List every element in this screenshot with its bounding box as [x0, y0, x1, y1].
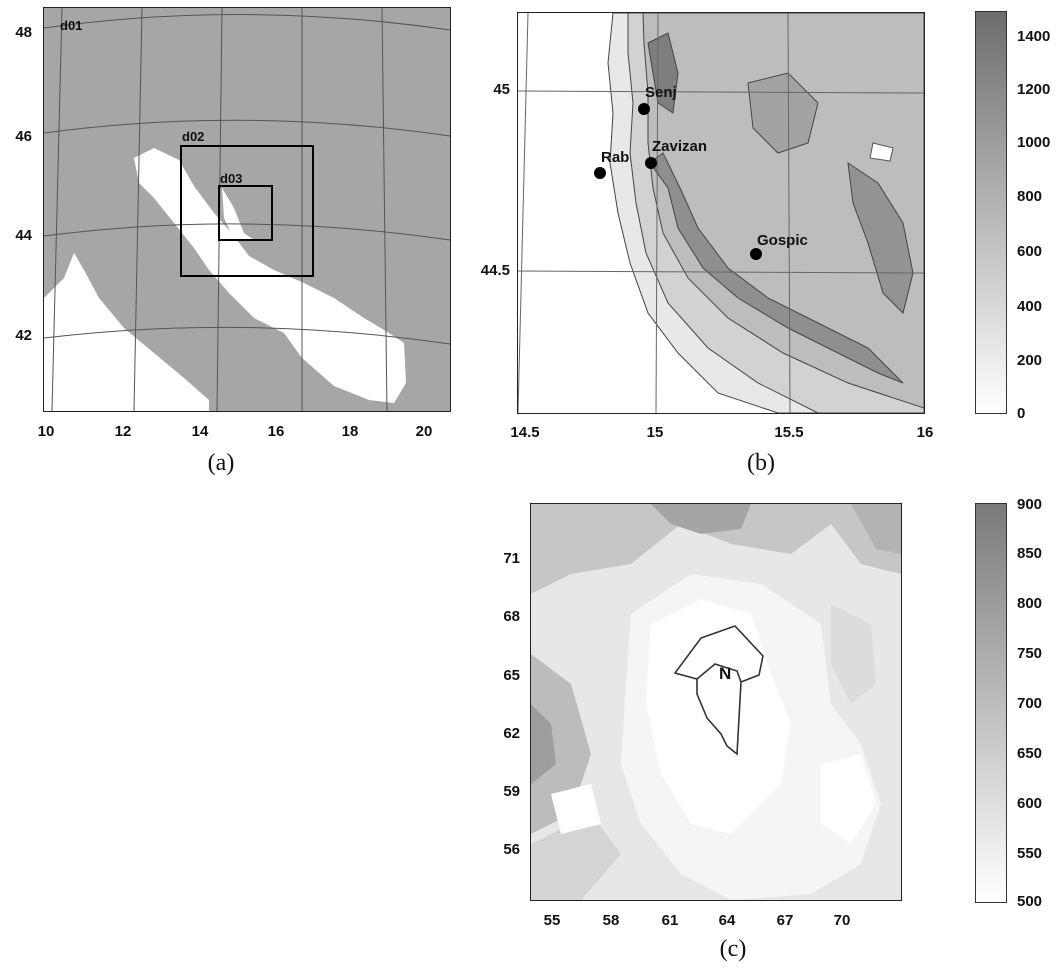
colorbar-c-tick: 850 — [1017, 545, 1043, 562]
caption-c: (c) — [719, 936, 747, 962]
panel-b-xtick: 15.5 — [774, 424, 804, 441]
map-topography-c: N — [530, 503, 902, 901]
city-marker-senj — [638, 103, 650, 115]
panel-b-xtick: 14.5 — [510, 424, 540, 441]
colorbar-b-tick: 1000 — [1017, 134, 1051, 151]
colorbar-c-tick: 500 — [1017, 893, 1043, 910]
contour-peak-west — [531, 704, 556, 784]
region-n-polygon — [673, 625, 764, 756]
colorbar-c-tick: 800 — [1017, 595, 1043, 612]
contour-peak-ne — [851, 504, 901, 554]
label-d02: d02 — [182, 129, 205, 144]
terrain-1000-east — [847, 161, 914, 314]
panel-c-xtick: 55 — [543, 912, 561, 929]
caption-b: (b) — [747, 450, 775, 476]
colorbar-b-tick: 200 — [1017, 352, 1043, 369]
panel-a-xtick: 10 — [37, 423, 55, 440]
panel-a-xtick: 18 — [341, 423, 359, 440]
panel-a-ytick: 46 — [15, 128, 32, 145]
panel-c-xtick: 61 — [661, 912, 679, 929]
panel-c-ytick: 65 — [503, 667, 520, 684]
colorbar-c-tick: 750 — [1017, 645, 1043, 662]
panel-a-xtick: 12 — [114, 423, 132, 440]
white-patch — [869, 142, 894, 162]
terrain-600 — [642, 13, 924, 409]
panel-a-xtick: 14 — [191, 423, 209, 440]
panel-c-xtick: 67 — [776, 912, 794, 929]
city-label-rab: Rab — [601, 149, 630, 166]
panel-a-ytick: 44 — [15, 227, 32, 244]
panel-b-ytick: 44.5 — [480, 262, 510, 279]
contour-lowest-south — [821, 754, 876, 844]
colorbar-c-tick: 650 — [1017, 745, 1043, 762]
panel-c-ytick: 62 — [503, 725, 520, 742]
colorbar-b-tick: 600 — [1017, 243, 1043, 260]
panel-a-ytick: 42 — [15, 327, 32, 344]
label-d03: d03 — [220, 171, 243, 186]
map-a-svg — [44, 8, 450, 411]
panel-b-ytick: 45 — [493, 81, 510, 98]
contour-patch-east — [831, 604, 876, 704]
region-n-label: N — [719, 664, 732, 683]
contour-mid-sw — [531, 814, 621, 900]
panel-c-xtick: 64 — [718, 912, 736, 929]
tyrrhenian-sea — [44, 253, 209, 411]
city-label-zavizan: Zavizan — [652, 138, 708, 155]
colorbar-c-tick: 700 — [1017, 695, 1043, 712]
contour-peak-north — [651, 504, 751, 534]
map-topography-b — [517, 12, 925, 414]
panel-c-xtick: 58 — [602, 912, 620, 929]
panel-c-ytick: 59 — [503, 783, 520, 800]
panel-b-xtick: 15 — [646, 424, 664, 441]
panel-c-ytick: 71 — [503, 550, 520, 567]
panel-c-ytick: 68 — [503, 608, 520, 625]
contour-high-north — [531, 504, 901, 594]
map-c-svg — [531, 504, 901, 900]
box-d02 — [180, 145, 314, 277]
city-label-gospic: Gospic — [757, 232, 808, 249]
box-d03 — [218, 185, 273, 241]
caption-a: (a) — [207, 450, 235, 476]
panel-a-ytick: 48 — [15, 24, 32, 41]
contour-patch-sw — [551, 784, 601, 834]
colorbar-c-tick: 550 — [1017, 845, 1043, 862]
city-label-senj: Senj — [645, 84, 677, 101]
colorbar-b-tick: 1400 — [1017, 28, 1051, 45]
panel-a-xtick: 20 — [415, 423, 433, 440]
map-b-svg — [518, 13, 924, 413]
panel-c-xtick: 70 — [833, 912, 851, 929]
city-marker-zavizan — [645, 157, 657, 169]
colorbar-c-tick: 900 — [1017, 496, 1043, 513]
contour-lowest-center — [646, 599, 791, 834]
terrain-1200-peak — [647, 32, 679, 114]
colorbar-c — [975, 503, 1007, 903]
panel-a-xtick: 16 — [267, 423, 285, 440]
colorbar-b-tick: 800 — [1017, 188, 1043, 205]
terrain-800-coastal-ridge — [649, 152, 904, 384]
colorbar-b — [975, 11, 1007, 414]
colorbar-b-tick: 400 — [1017, 298, 1043, 315]
panel-b-xtick: 16 — [916, 424, 934, 441]
colorbar-b-tick: 1200 — [1017, 81, 1051, 98]
city-marker-gospic — [750, 248, 762, 260]
colorbar-c-tick: 600 — [1017, 795, 1043, 812]
sea-patch-d03 — [222, 188, 254, 240]
label-d01: d01 — [60, 18, 83, 33]
city-marker-rab — [594, 167, 606, 179]
colorbar-b-tick: 0 — [1017, 405, 1026, 422]
panel-c-ytick: 56 — [503, 841, 520, 858]
map-domain-d01: d01 d02 d03 — [43, 7, 451, 412]
